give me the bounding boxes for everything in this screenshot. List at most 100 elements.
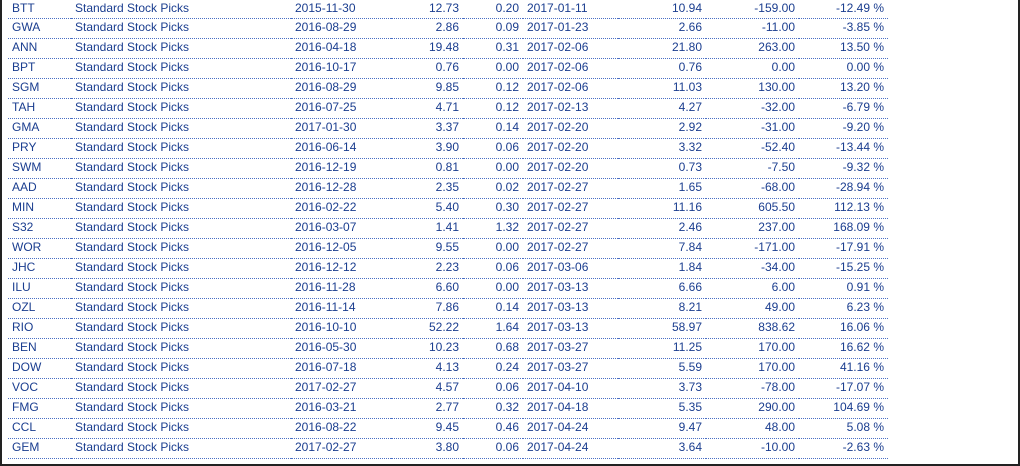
sell-date-cell: 2017-02-13	[523, 98, 618, 119]
gain-cell: -34.00	[706, 258, 799, 279]
portfolio-cell: Standard Stock Picks	[71, 218, 291, 239]
buy-date-cell: 2016-12-05	[291, 238, 391, 259]
dividend-cell: 0.12	[463, 78, 523, 99]
table-row: TAH Standard Stock Picks 2016-07-25 4.71 0.1…	[8, 98, 888, 119]
table-row: SGM Standard Stock Picks 2016-08-29 9.85 0.1…	[8, 78, 888, 99]
dividend-cell: 0.20	[463, 0, 523, 19]
percent-change-cell: 13.50 %	[799, 38, 888, 59]
portfolio-cell: Standard Stock Picks	[71, 338, 291, 359]
table-row: WOR Standard Stock Picks 2016-12-05 9.55 0.0…	[8, 238, 888, 259]
sell-date-cell: 2017-03-13	[523, 278, 618, 299]
dividend-cell: 0.14	[463, 118, 523, 139]
stock-code-cell: GEM	[8, 438, 71, 459]
percent-change-cell: 41.16 %	[799, 358, 888, 379]
sell-price-cell: 3.73	[618, 378, 706, 399]
sell-date-cell: 2017-02-27	[523, 198, 618, 219]
percent-change-cell: -3.85 %	[799, 18, 888, 39]
gain-cell: -11.00	[706, 18, 799, 39]
buy-date-cell: 2015-11-30	[291, 0, 391, 19]
gain-cell: 838.62	[706, 318, 799, 339]
gain-cell: 130.00	[706, 78, 799, 99]
buy-date-cell: 2017-01-30	[291, 118, 391, 139]
stock-code-cell: TAH	[8, 98, 71, 119]
dividend-cell: 0.68	[463, 338, 523, 359]
dividend-cell: 1.64	[463, 318, 523, 339]
portfolio-cell: Standard Stock Picks	[71, 258, 291, 279]
percent-change-cell: 104.69 %	[799, 398, 888, 419]
sell-date-cell: 2017-02-27	[523, 218, 618, 239]
sell-price-cell: 6.66	[618, 278, 706, 299]
percent-change-cell: 16.62 %	[799, 338, 888, 359]
portfolio-cell: Standard Stock Picks	[71, 18, 291, 39]
buy-date-cell: 2016-12-28	[291, 178, 391, 199]
sell-date-cell: 2017-03-27	[523, 338, 618, 359]
table-row: BTT Standard Stock Picks 2015-11-30 12.73 0.…	[8, 0, 888, 19]
sell-price-cell: 0.76	[618, 58, 706, 79]
stock-code-cell: CCL	[8, 418, 71, 439]
sell-date-cell: 2017-01-11	[523, 0, 618, 19]
buy-date-cell: 2016-11-28	[291, 278, 391, 299]
stock-code-cell: GWA	[8, 18, 71, 39]
sell-price-cell: 10.94	[618, 0, 706, 19]
buy-date-cell: 2017-02-27	[291, 378, 391, 399]
table-row: AAD Standard Stock Picks 2016-12-28 2.35 0.0…	[8, 178, 888, 199]
percent-change-cell: -9.20 %	[799, 118, 888, 139]
table-row: GEM Standard Stock Picks 2017-02-27 3.80 0.0…	[8, 438, 888, 459]
sell-price-cell: 1.84	[618, 258, 706, 279]
portfolio-cell: Standard Stock Picks	[71, 58, 291, 79]
buy-price-cell: 12.73	[391, 0, 463, 19]
dividend-cell: 0.00	[463, 158, 523, 179]
percent-change-cell: -12.49 %	[799, 0, 888, 19]
portfolio-cell: Standard Stock Picks	[71, 78, 291, 99]
sell-price-cell: 58.97	[618, 318, 706, 339]
table-row: CCL Standard Stock Picks 2016-08-22 9.45 0.4…	[8, 418, 888, 439]
gain-cell: -68.00	[706, 178, 799, 199]
table-row: PRY Standard Stock Picks 2016-06-14 3.90 0.0…	[8, 138, 888, 159]
buy-date-cell: 2016-02-22	[291, 198, 391, 219]
dividend-cell: 0.46	[463, 418, 523, 439]
gain-cell: 170.00	[706, 358, 799, 379]
buy-price-cell: 2.86	[391, 18, 463, 39]
portfolio-cell: Standard Stock Picks	[71, 358, 291, 379]
percent-change-cell: 6.23 %	[799, 298, 888, 319]
buy-date-cell: 2016-08-29	[291, 78, 391, 99]
sell-date-cell: 2017-02-06	[523, 58, 618, 79]
stock-code-cell: JHC	[8, 258, 71, 279]
portfolio-cell: Standard Stock Picks	[71, 38, 291, 59]
buy-price-cell: 0.81	[391, 158, 463, 179]
buy-date-cell: 2016-07-18	[291, 358, 391, 379]
buy-price-cell: 19.48	[391, 38, 463, 59]
table-row: ANN Standard Stock Picks 2016-04-18 19.48 0.…	[8, 38, 888, 59]
stock-code-cell: VOC	[8, 378, 71, 399]
buy-date-cell: 2016-07-25	[291, 98, 391, 119]
sell-date-cell: 2017-03-13	[523, 318, 618, 339]
table-row: VOC Standard Stock Picks 2017-02-27 4.57 0.0…	[8, 378, 888, 399]
dividend-cell: 0.30	[463, 198, 523, 219]
buy-price-cell: 9.85	[391, 78, 463, 99]
closed-trades-table: BTT Standard Stock Picks 2015-11-30 12.73 0.…	[8, 0, 888, 459]
sell-price-cell: 3.32	[618, 138, 706, 159]
buy-date-cell: 2016-11-14	[291, 298, 391, 319]
stock-code-cell: WOR	[8, 238, 71, 259]
buy-price-cell: 4.57	[391, 378, 463, 399]
sell-date-cell: 2017-03-27	[523, 358, 618, 379]
buy-price-cell: 2.23	[391, 258, 463, 279]
sell-date-cell: 2017-02-06	[523, 78, 618, 99]
sell-date-cell: 2017-04-24	[523, 418, 618, 439]
sell-price-cell: 4.27	[618, 98, 706, 119]
buy-price-cell: 10.23	[391, 338, 463, 359]
buy-price-cell: 3.90	[391, 138, 463, 159]
stock-code-cell: GMA	[8, 118, 71, 139]
sell-date-cell: 2017-03-06	[523, 258, 618, 279]
stock-code-cell: SGM	[8, 78, 71, 99]
dividend-cell: 0.02	[463, 178, 523, 199]
buy-price-cell: 5.40	[391, 198, 463, 219]
buy-price-cell: 4.13	[391, 358, 463, 379]
buy-date-cell: 2016-08-22	[291, 418, 391, 439]
buy-date-cell: 2017-02-27	[291, 438, 391, 459]
table-row: GWA Standard Stock Picks 2016-08-29 2.86 0.0…	[8, 18, 888, 39]
gain-cell: 605.50	[706, 198, 799, 219]
buy-date-cell: 2016-12-12	[291, 258, 391, 279]
dividend-cell: 0.00	[463, 238, 523, 259]
sell-date-cell: 2017-02-20	[523, 138, 618, 159]
